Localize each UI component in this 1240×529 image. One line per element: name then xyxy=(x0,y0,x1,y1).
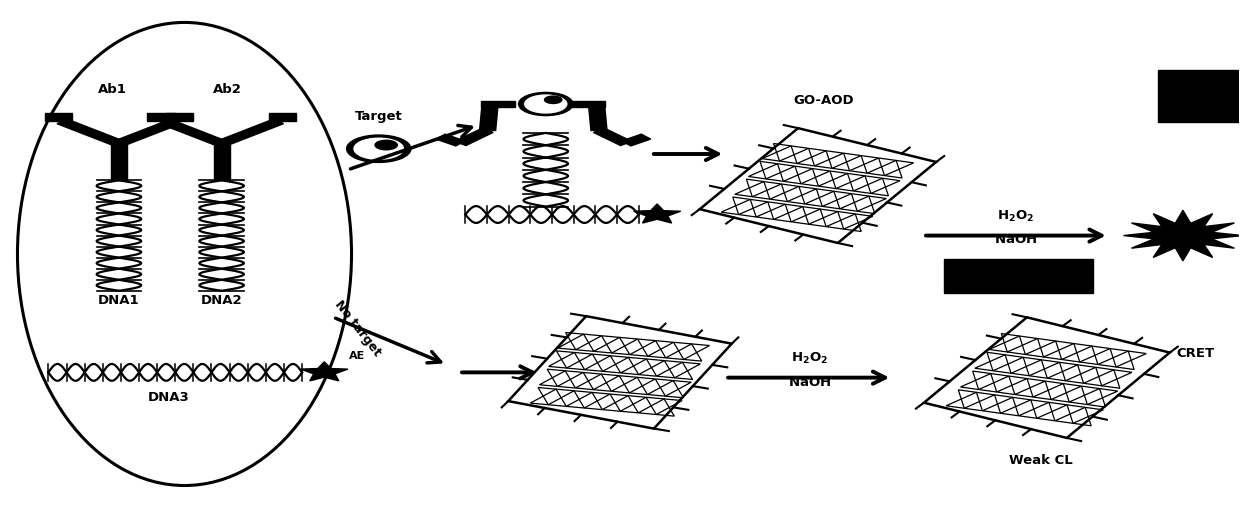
Text: Weak CL: Weak CL xyxy=(1009,454,1073,468)
Text: GO-AOD: GO-AOD xyxy=(794,94,854,107)
Circle shape xyxy=(346,135,410,162)
Polygon shape xyxy=(436,134,465,146)
Polygon shape xyxy=(594,128,631,145)
Text: $\mathbf{NaOH}$: $\mathbf{NaOH}$ xyxy=(994,233,1038,247)
Circle shape xyxy=(544,96,562,104)
Text: Ab1: Ab1 xyxy=(98,84,128,96)
Polygon shape xyxy=(57,119,124,146)
Circle shape xyxy=(518,93,573,115)
Polygon shape xyxy=(114,119,181,146)
Polygon shape xyxy=(621,134,651,146)
Polygon shape xyxy=(110,143,126,180)
Polygon shape xyxy=(455,128,494,145)
Polygon shape xyxy=(572,101,605,107)
Bar xyxy=(1158,70,1240,122)
Text: Ab2: Ab2 xyxy=(213,84,242,96)
Text: AE: AE xyxy=(348,351,366,361)
Text: $\mathbf{NaOH}$: $\mathbf{NaOH}$ xyxy=(787,376,831,388)
Circle shape xyxy=(374,140,397,150)
Polygon shape xyxy=(160,119,227,146)
Text: DNA3: DNA3 xyxy=(148,391,190,404)
Bar xyxy=(944,259,1092,294)
Polygon shape xyxy=(481,101,515,107)
Polygon shape xyxy=(166,113,193,121)
Polygon shape xyxy=(148,113,175,121)
Text: CRET: CRET xyxy=(1177,346,1215,360)
Polygon shape xyxy=(589,104,608,131)
Text: DNA2: DNA2 xyxy=(201,294,243,307)
Polygon shape xyxy=(301,362,348,381)
Polygon shape xyxy=(634,204,681,223)
Text: $\mathbf{H_2O_2}$: $\mathbf{H_2O_2}$ xyxy=(997,209,1034,224)
Polygon shape xyxy=(269,113,296,121)
Polygon shape xyxy=(213,143,229,180)
Text: Target: Target xyxy=(355,110,403,123)
Text: No target: No target xyxy=(332,298,383,359)
Text: $\mathbf{H_2O_2}$: $\mathbf{H_2O_2}$ xyxy=(791,351,828,366)
Polygon shape xyxy=(217,119,284,146)
Polygon shape xyxy=(480,104,498,131)
Polygon shape xyxy=(45,113,72,121)
Circle shape xyxy=(525,95,567,113)
Circle shape xyxy=(353,138,403,159)
Text: DNA1: DNA1 xyxy=(98,294,140,307)
Polygon shape xyxy=(1123,211,1240,261)
